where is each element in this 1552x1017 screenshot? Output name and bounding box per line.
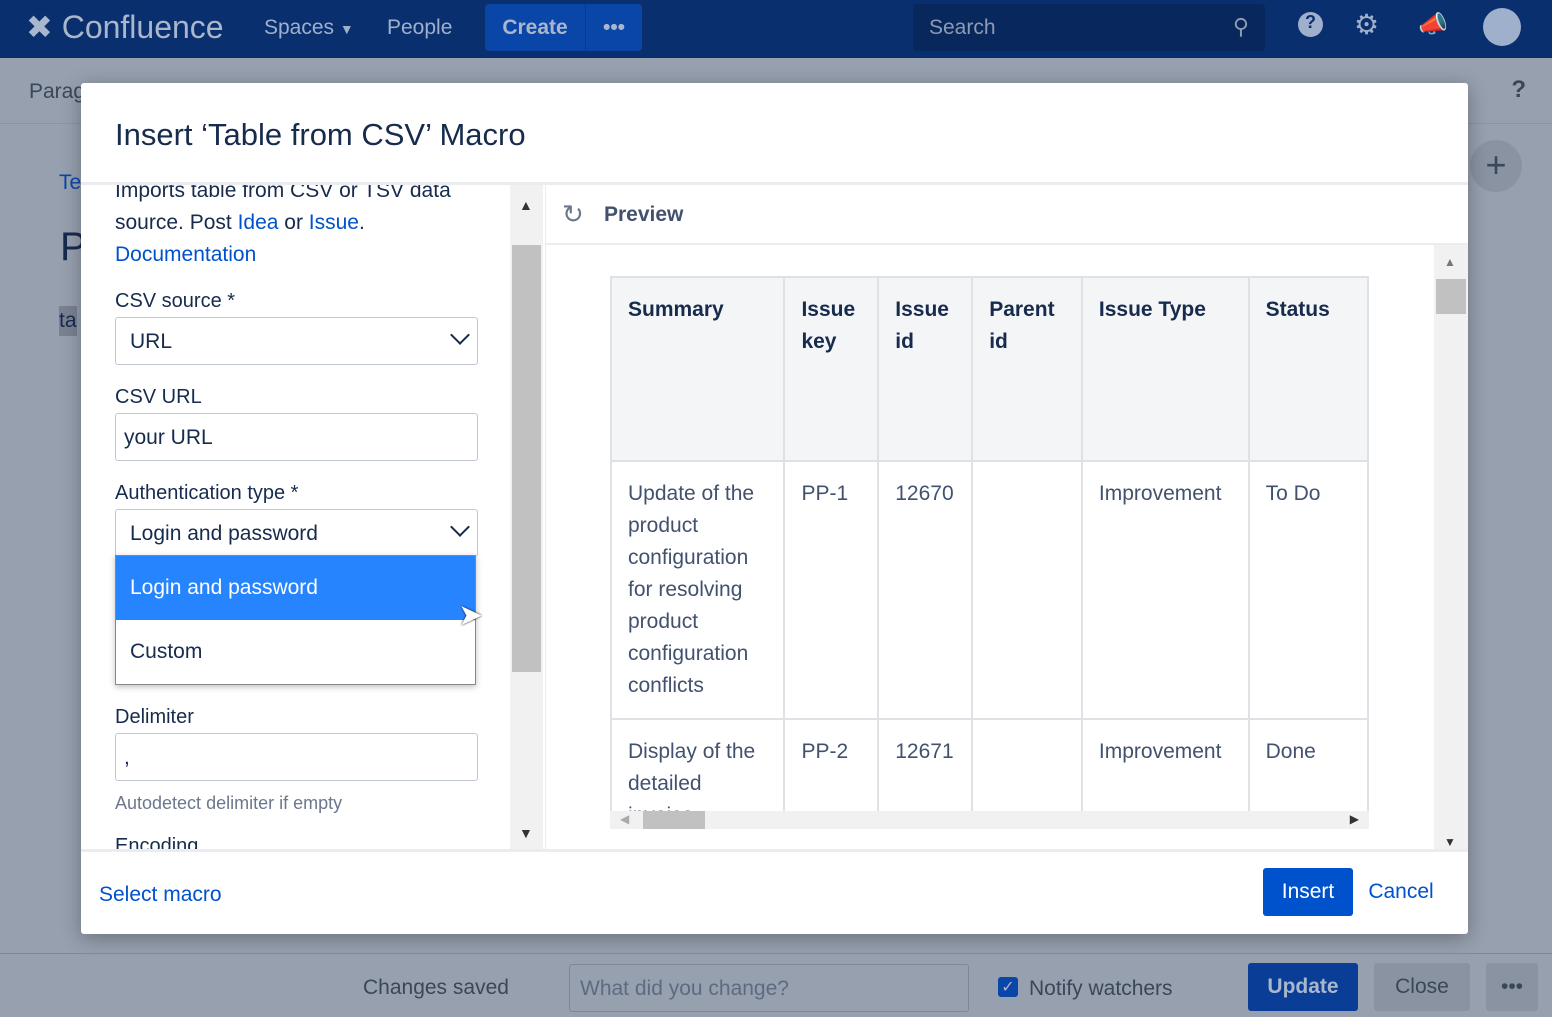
refresh-icon[interactable]: ↻	[562, 199, 584, 229]
notifications-icon[interactable]: 📣	[1418, 11, 1448, 38]
editor-footer: Changes saved What did you change? ✓ Not…	[0, 953, 1552, 1017]
cell: 12670	[877, 460, 974, 720]
macro-parameters-panel: Imports table from CSV or TSV data sourc…	[81, 185, 510, 849]
cell	[971, 460, 1083, 720]
auth-type-select[interactable]: Login and password	[115, 509, 478, 557]
macro-description: Imports table from CSV or TSV data sourc…	[115, 185, 451, 266]
delimiter-input[interactable]: ,	[115, 733, 478, 781]
create-more-button[interactable]: •••	[585, 4, 642, 51]
create-group: Create •••	[485, 4, 642, 51]
scroll-down-arrow[interactable]: ▼	[1444, 835, 1456, 849]
help-icon[interactable]: ?	[1511, 76, 1526, 103]
mouse-cursor-icon: ➤	[458, 599, 484, 632]
option-login-and-password[interactable]: Login and password	[116, 556, 475, 620]
cell: PP-1	[783, 460, 880, 720]
paragraph-style-dropdown[interactable]: Parag	[29, 80, 86, 103]
cell: Done	[1247, 718, 1369, 829]
dialog-footer: Select macro Insert Cancel	[81, 849, 1468, 934]
scroll-right-arrow[interactable]: ▶	[1349, 812, 1359, 826]
header-summary: Summary	[610, 276, 786, 462]
notify-watchers-checkbox[interactable]: ✓	[998, 977, 1018, 997]
encoding-label: Encoding	[115, 835, 199, 849]
search-icon: ⚲	[1232, 14, 1249, 39]
auth-type-label: Authentication type *	[115, 482, 299, 504]
changes-saved-status: Changes saved	[363, 976, 509, 999]
scroll-up-arrow[interactable]: ▲	[519, 197, 533, 213]
preview-scrollbar[interactable]: ▲ ▼	[1434, 245, 1468, 849]
csv-url-input[interactable]: your URL	[115, 413, 478, 461]
option-custom[interactable]: Custom	[130, 640, 203, 663]
cell: Improvement	[1080, 718, 1250, 829]
csv-source-select[interactable]: URL	[115, 317, 478, 365]
header-status: Status	[1247, 276, 1369, 462]
cell: To Do	[1247, 460, 1369, 720]
cell: PP-2	[783, 718, 880, 829]
csv-source-label: CSV source *	[115, 290, 236, 312]
confluence-icon: ✖	[26, 9, 53, 45]
header-issue-id: Issue id	[877, 276, 974, 462]
table-row: Update of the product configuration for …	[610, 460, 1369, 720]
divider	[546, 243, 1468, 245]
scroll-thumb[interactable]	[512, 245, 541, 672]
table-row: Display of the detailed invoicePP-212671…	[610, 718, 1369, 829]
delimiter-help: Autodetect delimiter if empty	[115, 793, 343, 813]
create-button[interactable]: Create	[502, 15, 568, 39]
spaces-menu[interactable]: Spaces ▼	[264, 16, 354, 39]
scroll-thumb[interactable]	[643, 811, 705, 829]
notify-watchers-label: Notify watchers	[1029, 977, 1173, 1000]
top-navigation: ✖ Confluence Spaces ▼ People Create ••• …	[0, 0, 1552, 58]
table-header-row: Summary Issue key Issue id Parent id Iss…	[610, 276, 1369, 462]
idea-link[interactable]: Idea	[237, 211, 279, 234]
more-options-button[interactable]: •••	[1486, 963, 1538, 1011]
people-link[interactable]: People	[387, 16, 453, 39]
header-issue-key: Issue key	[783, 276, 880, 462]
scroll-left-arrow[interactable]: ◀	[620, 812, 630, 826]
header-parent-id: Parent id	[971, 276, 1083, 462]
add-icon[interactable]: +	[1470, 140, 1522, 192]
close-button[interactable]: Close	[1374, 963, 1470, 1011]
left-scrollbar[interactable]: ▲ ▼	[510, 185, 543, 849]
preview-table-container: Summary Issue key Issue id Parent id Iss…	[610, 276, 1369, 829]
avatar[interactable]	[1483, 8, 1521, 46]
confluence-logo[interactable]: ✖ Confluence	[26, 9, 224, 45]
csv-url-label: CSV URL	[115, 386, 202, 408]
gear-icon[interactable]: ⚙	[1354, 9, 1380, 40]
horizontal-scrollbar[interactable]: ◀ ▶	[610, 811, 1369, 829]
issue-link[interactable]: Issue	[308, 211, 359, 234]
auth-type-dropdown-list: Login and password Custom	[115, 555, 476, 685]
cell: Improvement	[1080, 460, 1250, 720]
cell: Update of the product configuration for …	[610, 460, 786, 720]
help-icon[interactable]: ?	[1298, 12, 1323, 37]
delimiter-label: Delimiter	[115, 706, 194, 728]
preview-table: Summary Issue key Issue id Parent id Iss…	[610, 276, 1369, 829]
scroll-up-arrow[interactable]: ▲	[1444, 255, 1456, 269]
header-issue-type: Issue Type	[1080, 276, 1250, 462]
preview-label: Preview	[604, 203, 684, 226]
dialog-title: Insert ‘Table from CSV’ Macro	[115, 117, 526, 152]
cell: 12671	[877, 718, 974, 829]
page-tag: ta	[59, 306, 77, 336]
select-macro-link[interactable]: Select macro	[99, 883, 222, 906]
insert-macro-dialog: Insert ‘Table from CSV’ Macro Imports ta…	[81, 83, 1468, 934]
breadcrumb[interactable]: Te	[59, 171, 82, 194]
change-comment-input[interactable]: What did you change?	[569, 964, 969, 1012]
chevron-down-icon	[450, 517, 470, 537]
cell: Display of the detailed invoice	[610, 718, 786, 829]
scroll-down-arrow[interactable]: ▼	[519, 825, 533, 841]
search-input[interactable]: Search ⚲	[913, 4, 1265, 51]
chevron-down-icon	[450, 325, 470, 345]
documentation-link[interactable]: Documentation	[115, 243, 257, 266]
preview-panel: ↻ Preview Summary Issue key Issue id Par…	[545, 185, 1468, 849]
cancel-button[interactable]: Cancel	[1368, 880, 1434, 903]
chevron-down-icon: ▼	[339, 21, 354, 37]
cell	[971, 718, 1083, 829]
insert-button[interactable]: Insert	[1263, 868, 1353, 916]
update-button[interactable]: Update	[1248, 963, 1358, 1011]
scroll-thumb[interactable]	[1436, 279, 1466, 314]
divider	[81, 182, 1468, 185]
